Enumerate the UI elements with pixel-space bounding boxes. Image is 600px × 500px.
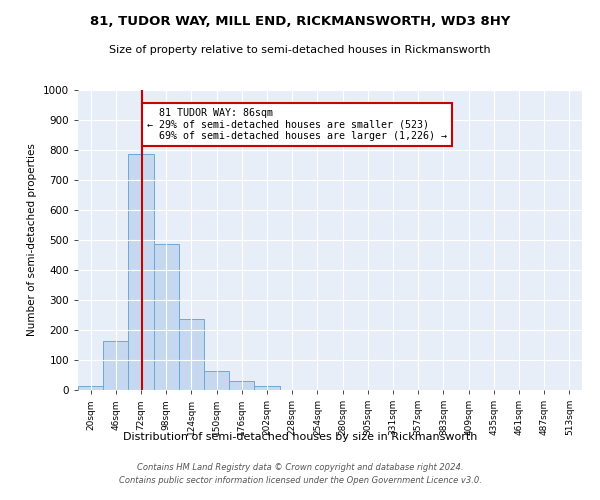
Bar (229, 381, 254, 390)
Text: Contains HM Land Registry data © Crown copyright and database right 2024.
Contai: Contains HM Land Registry data © Crown c… (119, 464, 481, 485)
Text: Size of property relative to semi-detached houses in Rickmansworth: Size of property relative to semi-detach… (109, 45, 491, 55)
Bar (128, 154, 154, 390)
Y-axis label: Number of semi-detached properties: Number of semi-detached properties (27, 144, 37, 336)
Bar (179, 319, 204, 390)
Text: Distribution of semi-detached houses by size in Rickmansworth: Distribution of semi-detached houses by … (123, 432, 477, 442)
Bar (103, 341, 128, 390)
Text: 81 TUDOR WAY: 86sqm
← 29% of semi-detached houses are smaller (523)
  69% of sem: 81 TUDOR WAY: 86sqm ← 29% of semi-detach… (147, 108, 447, 141)
Bar (204, 370, 229, 390)
Bar (154, 244, 179, 390)
Bar (78, 386, 103, 390)
Bar (254, 386, 280, 390)
Text: 81, TUDOR WAY, MILL END, RICKMANSWORTH, WD3 8HY: 81, TUDOR WAY, MILL END, RICKMANSWORTH, … (90, 15, 510, 28)
